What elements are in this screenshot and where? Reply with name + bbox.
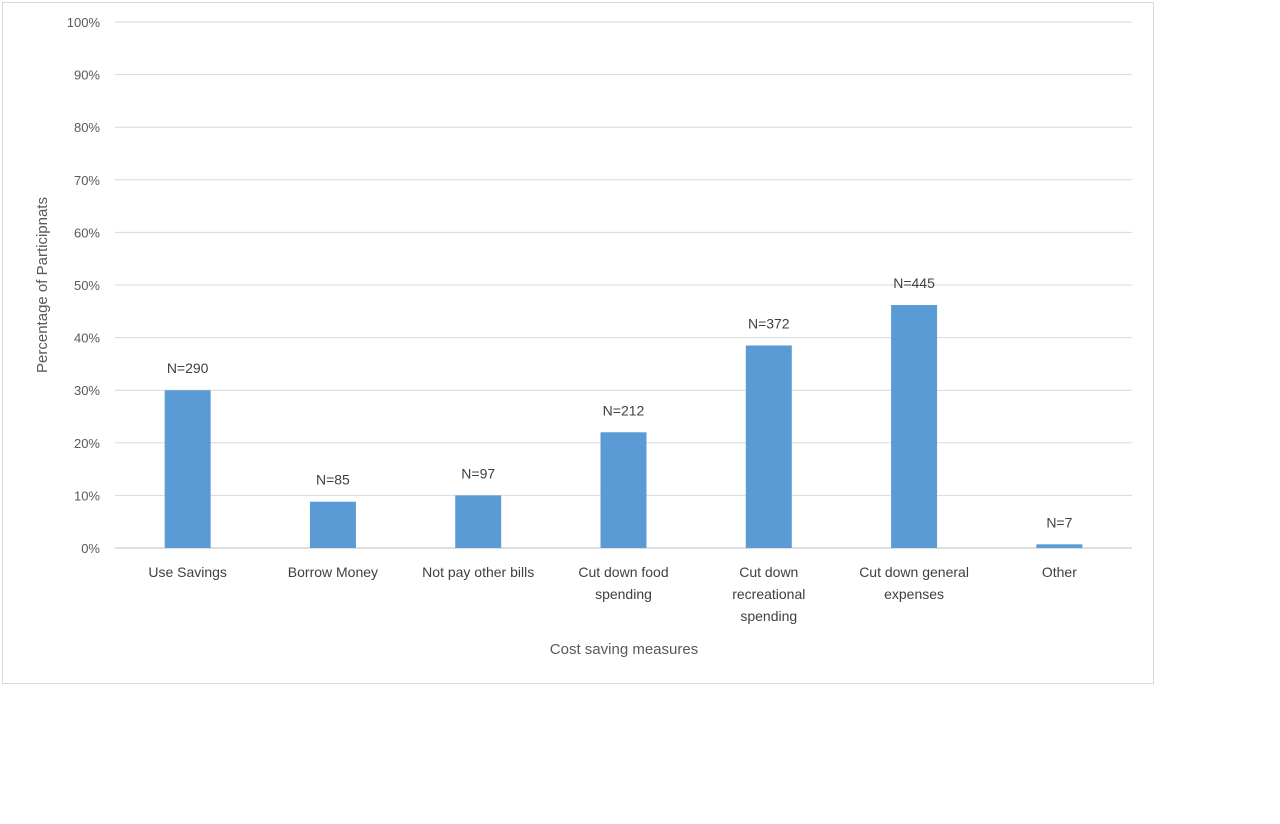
x-tick-label: spending xyxy=(595,586,652,602)
y-tick-label: 20% xyxy=(74,436,100,451)
bars xyxy=(164,304,1083,548)
y-tick-label: 100% xyxy=(67,15,101,30)
y-tick-label: 40% xyxy=(74,331,100,346)
x-tick-label: Use Savings xyxy=(148,564,227,580)
bar xyxy=(1036,544,1083,548)
y-tick-label: 30% xyxy=(74,383,100,398)
x-tick-label: spending xyxy=(740,608,797,624)
y-tick-label: 90% xyxy=(74,68,100,83)
bar xyxy=(164,390,211,548)
data-label: N=85 xyxy=(316,472,350,488)
y-tick-label: 70% xyxy=(74,173,100,188)
y-tick-label: 0% xyxy=(81,541,100,556)
x-axis-categories: Use Savings Borrow Money Not pay other bil… xyxy=(148,564,1077,624)
data-label: N=212 xyxy=(603,402,645,418)
chart-frame xyxy=(2,2,1154,684)
data-label: N=290 xyxy=(167,360,209,376)
y-axis-title: Percentage of Participnats xyxy=(34,197,51,373)
data-labels: N=290 N=85 N=97 N=212 N=372 N=445 N=7 xyxy=(167,275,1073,530)
data-label: N=97 xyxy=(461,465,495,481)
y-tick-label: 80% xyxy=(74,120,100,135)
bar xyxy=(745,345,792,548)
data-label: N=372 xyxy=(748,315,790,331)
y-tick-label: 60% xyxy=(74,225,100,240)
bar xyxy=(891,304,938,548)
x-tick-label: Cut down general xyxy=(859,564,969,580)
x-tick-label: Not pay other bills xyxy=(422,564,534,580)
bar xyxy=(455,495,502,548)
bar xyxy=(600,432,647,548)
x-tick-label: Cut down food xyxy=(578,564,668,580)
x-tick-label: Borrow Money xyxy=(288,564,378,580)
bar xyxy=(309,501,356,548)
x-tick-label: expenses xyxy=(884,586,944,602)
x-tick-label: Cut down xyxy=(739,564,798,580)
x-axis-title: Cost saving measures xyxy=(550,641,698,658)
y-axis-ticks: 0% 10% 20% 30% 40% 50% 60% 70% 80% 90% 100% xyxy=(67,15,101,556)
y-tick-label: 50% xyxy=(74,278,100,293)
x-tick-label: Other xyxy=(1042,564,1077,580)
gridlines xyxy=(115,21,1132,549)
y-tick-label: 10% xyxy=(74,488,100,503)
data-label: N=445 xyxy=(893,275,935,291)
x-tick-label: recreational xyxy=(732,586,805,602)
data-label: N=7 xyxy=(1046,514,1072,530)
